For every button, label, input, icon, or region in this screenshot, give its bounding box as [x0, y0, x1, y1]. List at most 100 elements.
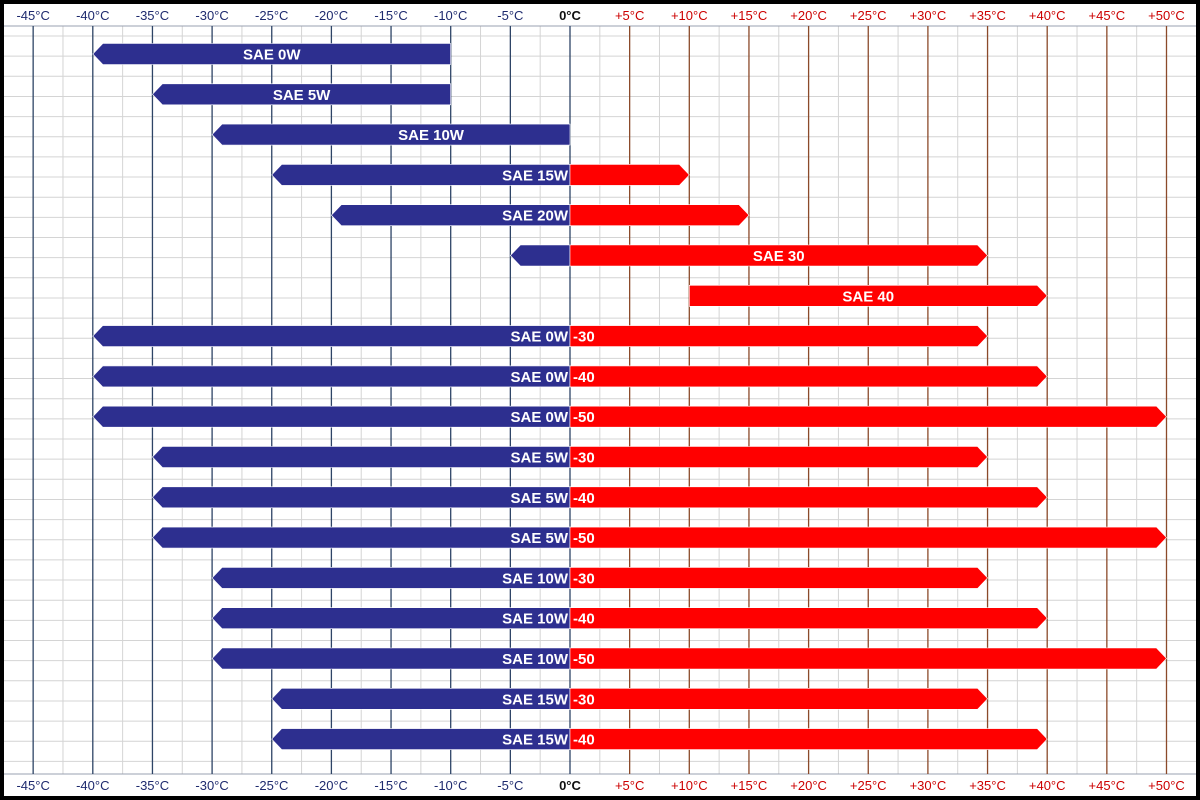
hot-range-bar [569, 728, 1048, 750]
bar-label-hot: -40 [573, 490, 595, 507]
hot-range-bar [569, 204, 750, 226]
bar-label: SAE 5W [510, 450, 568, 467]
cold-range-bar [92, 365, 571, 388]
bottom-tick-label: -5°C [497, 778, 523, 793]
bottom-tick-label: 0°C [559, 778, 581, 793]
bar-label: SAE 0W [510, 369, 568, 386]
hot-range-bar [569, 405, 1167, 428]
bar-label: SAE 40 [842, 288, 894, 305]
bottom-tick-label: +40°C [1029, 778, 1066, 793]
viscosity-bar: SAE 20W [330, 204, 750, 226]
bottom-tick-label: +10°C [671, 778, 708, 793]
top-tick-label: -30°C [195, 8, 228, 23]
hot-range-bar [569, 446, 988, 468]
hot-range-bar [569, 164, 690, 186]
bottom-tick-label: +30°C [910, 778, 947, 793]
bar-label-hot: -50 [573, 409, 595, 426]
cold-range-bar [152, 446, 571, 468]
bottom-tick-label: +35°C [969, 778, 1006, 793]
viscosity-bar: SAE 0W -50 [92, 405, 1167, 428]
top-tick-label: -25°C [255, 8, 288, 23]
bar-label: SAE 15W [502, 167, 569, 184]
bar-label-hot: -30 [573, 691, 595, 708]
bar-label: SAE 0W [243, 47, 301, 64]
viscosity-bar: SAE 15W -40 [271, 728, 1048, 750]
viscosity-bar: SAE 15W -30 [271, 687, 988, 710]
hot-range-bar [569, 647, 1167, 670]
top-tick-label: +10°C [671, 8, 708, 23]
viscosity-bar: SAE 10W -50 [211, 647, 1167, 670]
bar-label-hot: -50 [573, 651, 595, 668]
bottom-tick-label: +5°C [615, 778, 644, 793]
bottom-tick-label: -25°C [255, 778, 288, 793]
bar-label: SAE 5W [510, 490, 568, 507]
top-axis-tick-labels: -45°C -40°C -35°C -30°C -25°C -20°C -15°C -10°C… [16, 8, 1184, 23]
hot-range-bar [569, 486, 1048, 509]
bottom-tick-label: +25°C [850, 778, 887, 793]
hot-range-bar [688, 284, 1048, 307]
bar-label-hot: -30 [573, 570, 595, 587]
top-tick-label: -40°C [76, 8, 109, 23]
hot-range-bar [569, 244, 988, 267]
cold-range-bar [92, 325, 571, 347]
viscosity-bar: SAE 10W -40 [211, 607, 1048, 630]
bar-label: SAE 10W [502, 570, 569, 587]
bar-label-hot: -40 [573, 732, 595, 749]
bar-label: SAE 10W [502, 611, 569, 628]
cold-range-bar [92, 43, 452, 65]
bottom-tick-label: +45°C [1089, 778, 1126, 793]
bottom-tick-label: -45°C [16, 778, 49, 793]
bottom-tick-label: -15°C [374, 778, 407, 793]
top-tick-label: +25°C [850, 8, 887, 23]
top-tick-label: -35°C [136, 8, 169, 23]
bar-label: SAE 10W [502, 651, 569, 668]
viscosity-bar: SAE 30 [509, 244, 988, 267]
top-tick-label: -15°C [374, 8, 407, 23]
bar-label: SAE 5W [510, 530, 568, 547]
oil-viscosity-temperature-chart: -45°C -40°C -35°C -30°C -25°C -20°C -15°C -10°C… [4, 8, 1196, 793]
cold-range-bar [211, 123, 571, 146]
top-tick-label: -5°C [497, 8, 523, 23]
viscosity-bar: SAE 40 [688, 284, 1048, 307]
bottom-tick-label: -40°C [76, 778, 109, 793]
viscosity-bar: SAE 0W -40 [92, 365, 1048, 388]
bar-label: SAE 30 [753, 248, 805, 265]
bar-label: SAE 10W [398, 127, 465, 144]
oil-viscosity-chart-frame: -45°C -40°C -35°C -30°C -25°C -20°C -15°C -10°C… [4, 4, 1196, 796]
cold-range-bar [152, 486, 571, 509]
bar-label: SAE 0W [510, 409, 568, 426]
bottom-tick-label: -35°C [136, 778, 169, 793]
top-tick-label: +35°C [969, 8, 1006, 23]
bar-label: SAE 20W [502, 208, 569, 225]
hot-range-bar [569, 687, 988, 710]
hot-range-bar [569, 526, 1167, 549]
hot-range-bar [569, 567, 988, 589]
cold-range-bar [152, 526, 571, 549]
top-tick-label: -20°C [315, 8, 348, 23]
bar-label-hot: -30 [573, 450, 595, 467]
top-tick-label: +45°C [1089, 8, 1126, 23]
bar-label: SAE 15W [502, 691, 569, 708]
viscosity-bar: SAE 5W [152, 83, 452, 106]
viscosity-bar: SAE 5W -30 [152, 446, 988, 468]
bottom-axis-tick-labels: -45°C -40°C -35°C -30°C -25°C -20°C -15°C -10°C… [16, 778, 1184, 793]
viscosity-bar: SAE 5W -50 [152, 526, 1167, 549]
bottom-tick-label: +50°C [1148, 778, 1185, 793]
viscosity-bar: SAE 5W -40 [152, 486, 1048, 509]
bottom-tick-label: -30°C [195, 778, 228, 793]
viscosity-bar: SAE 0W -30 [92, 325, 988, 347]
bar-label-hot: -40 [573, 611, 595, 628]
top-tick-label: -45°C [16, 8, 49, 23]
bottom-tick-label: +15°C [731, 778, 768, 793]
top-tick-label: 0°C [559, 8, 581, 23]
viscosity-bar: SAE 10W -30 [211, 567, 988, 589]
top-tick-label: +40°C [1029, 8, 1066, 23]
bar-label-hot: -30 [573, 329, 595, 346]
top-tick-label: +5°C [615, 8, 644, 23]
bar-label-hot: -40 [573, 369, 595, 386]
bar-label: SAE 0W [510, 329, 568, 346]
top-tick-label: -10°C [434, 8, 467, 23]
hot-range-bar [569, 325, 988, 347]
hot-range-bar [569, 365, 1048, 388]
viscosity-bar: SAE 0W [92, 43, 452, 65]
